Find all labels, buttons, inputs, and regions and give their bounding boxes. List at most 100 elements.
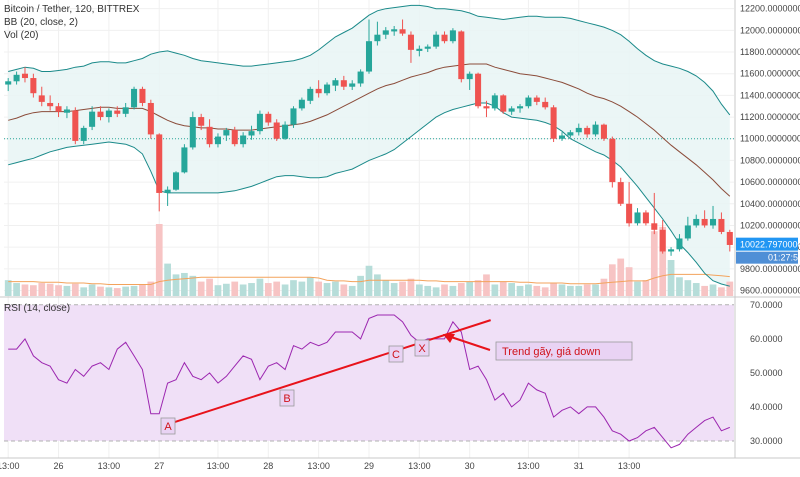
volume-bar [374, 274, 381, 296]
price-axis-label: 12000.00000000 [740, 25, 800, 35]
volume-bar [567, 285, 574, 296]
volume-bar [449, 285, 457, 296]
candle-body [433, 34, 440, 47]
candle [114, 106, 121, 118]
last-price-value: 10022.79700000 [740, 240, 800, 250]
volume-bar [155, 224, 163, 296]
candle [30, 73, 37, 98]
candle-body [63, 109, 70, 113]
candle-body [508, 108, 515, 112]
rsi-line [8, 314, 730, 449]
volume-bar [239, 284, 247, 296]
candle-body [256, 113, 263, 132]
volume-ma-line [8, 273, 730, 285]
candle [55, 102, 62, 118]
price-axis-label: 9600.00000000 [740, 285, 800, 295]
candle-body [710, 218, 717, 226]
candle [693, 214, 700, 228]
volume-bar [231, 281, 239, 296]
candle-body [693, 218, 700, 226]
volume-bar [256, 278, 264, 296]
candle [659, 220, 666, 254]
candle-body [726, 231, 733, 245]
candle-body [609, 138, 616, 183]
volume-bar [466, 281, 474, 296]
candle [475, 72, 482, 109]
volume-bar [197, 281, 205, 296]
volume-bar [357, 275, 364, 296]
candle [80, 125, 87, 145]
volume-bar [516, 285, 524, 296]
volume-bar [290, 280, 297, 296]
candle-body [290, 108, 297, 125]
volume-bar [13, 283, 20, 296]
candle [558, 132, 566, 141]
candle [701, 210, 708, 228]
time-axis-label: 13:00 [207, 461, 230, 471]
candle [172, 171, 180, 191]
time-axis-label: 27 [154, 461, 164, 471]
candle-body [223, 130, 230, 136]
time-axis-label: 13:00 [517, 461, 540, 471]
candle [668, 247, 675, 256]
rsi-axis-label: 30.0000 [750, 436, 783, 446]
candle [626, 182, 633, 227]
volume-bar [206, 278, 213, 296]
candle-body [550, 107, 557, 139]
candle-body [147, 102, 154, 135]
price-axis-label: 10400.00000000 [740, 199, 800, 209]
time-axis-label: 13:00 [98, 461, 121, 471]
volume-bar [667, 260, 675, 296]
price-axis-label: 10600.00000000 [740, 177, 800, 187]
rsi-indicator-label[interactable]: RSI (14, close) [4, 303, 71, 314]
candle [617, 177, 624, 206]
candle-body [298, 99, 305, 109]
bb-indicator-label[interactable]: BB (20, close, 2) [4, 17, 78, 28]
candle [298, 97, 305, 111]
volume-bar [533, 285, 541, 296]
candle [189, 111, 196, 150]
volume-bar [21, 284, 29, 296]
time-axis-label: 13:00 [618, 461, 641, 471]
candle-body [651, 223, 658, 230]
candle [5, 78, 12, 92]
volume-bar [248, 283, 255, 296]
candle-body [307, 88, 314, 101]
candle-body [172, 172, 180, 190]
volume-bar [642, 280, 650, 296]
candle-body [131, 88, 138, 108]
candle [72, 107, 79, 145]
volume-bar [55, 285, 62, 296]
volume-bar [625, 267, 633, 296]
price-axis-label: 11400.00000000 [740, 90, 800, 100]
candle [13, 71, 20, 85]
candle-body [491, 95, 498, 109]
candle-body [357, 71, 364, 84]
volume-bar [550, 283, 557, 296]
candle [542, 97, 549, 110]
candle-body [198, 117, 205, 126]
time-axis-label: 13:00 [307, 461, 330, 471]
candle [307, 86, 314, 105]
candle [550, 105, 557, 142]
volume-bar [726, 281, 734, 296]
candle [38, 86, 45, 107]
candle [315, 80, 322, 98]
candle-body [122, 107, 129, 114]
volume-bar [323, 283, 331, 296]
candle-body [340, 80, 347, 87]
candle-body [240, 135, 247, 145]
volume-bar [97, 286, 104, 296]
candle [517, 104, 524, 113]
callout: Trend gãy, giá down [495, 341, 633, 361]
candle-body [567, 132, 574, 136]
volume-bar [575, 285, 583, 296]
candle-body [80, 127, 87, 141]
candle [89, 106, 96, 131]
volume-indicator-label[interactable]: Vol (20) [4, 30, 39, 41]
candle [525, 95, 532, 109]
callout-box [495, 341, 633, 361]
candle-body [483, 106, 490, 109]
candle [407, 31, 414, 63]
